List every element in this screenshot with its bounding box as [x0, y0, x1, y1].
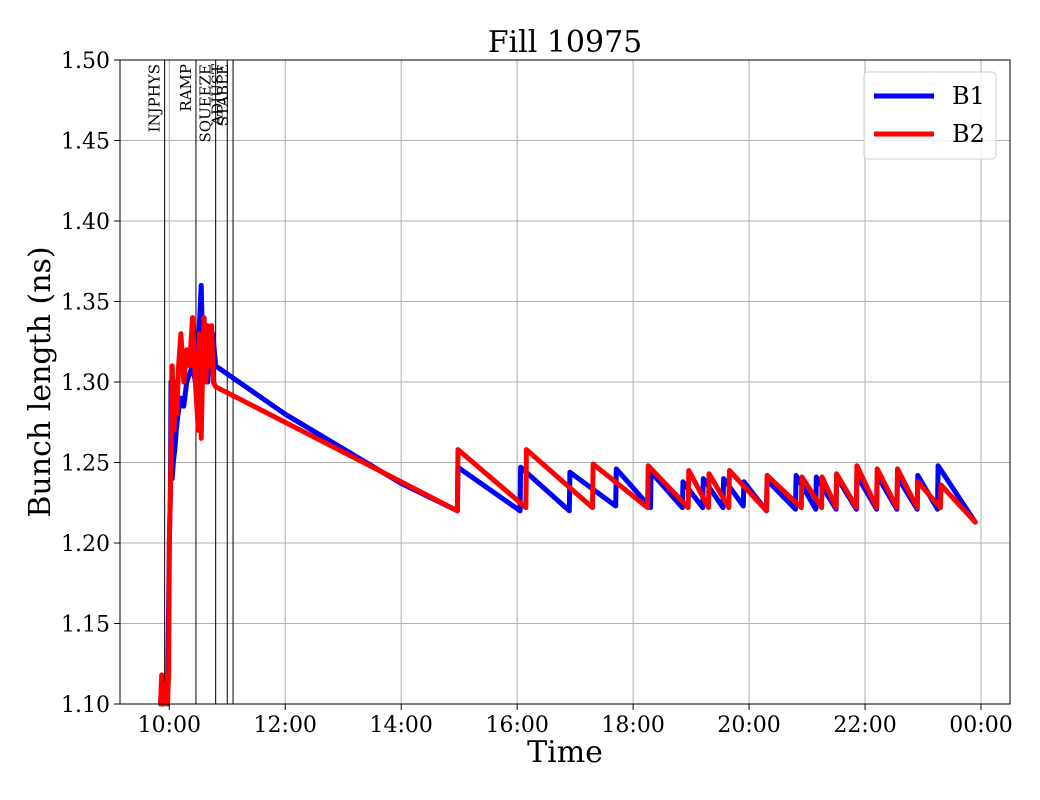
x-tick-label: 16:00	[485, 713, 548, 738]
series-line-b1	[158, 282, 978, 707]
y-tick-label: 1.10	[61, 693, 110, 718]
y-tick-label: 1.50	[61, 49, 110, 74]
y-tick-label: 1.30	[61, 371, 110, 396]
y-tick-label: 1.40	[61, 210, 110, 235]
y-tick-label: 1.35	[61, 291, 110, 316]
x-tick-label: 00:00	[949, 713, 1012, 738]
series-lines	[158, 282, 978, 707]
x-axis-ticks: 10:00 12:00 14:00 16:00 18:00 20:00 22:00 00:00	[138, 704, 1013, 738]
phase-label: SQUEEZE	[197, 64, 215, 143]
y-axis-ticks: 1.10 1.15 1.20 1.25 1.30 1.35 1.40 1.45 1.50	[61, 49, 120, 718]
y-tick-label: 1.20	[61, 532, 110, 557]
y-tick-label: 1.45	[61, 130, 110, 155]
x-tick-label: 22:00	[833, 713, 896, 738]
legend-label: B1	[952, 82, 985, 110]
x-tick-label: 14:00	[370, 713, 433, 738]
series-line-b2	[158, 315, 978, 707]
phase-label: INJPHYS	[146, 64, 164, 132]
y-axis-label: Bunch length (ns)	[23, 246, 58, 517]
x-tick-label: 20:00	[717, 713, 780, 738]
phase-label: RAMP	[177, 64, 195, 112]
phase-label: STABLE	[214, 64, 232, 126]
x-axis-label: Time	[527, 735, 603, 770]
legend-label: B2	[952, 120, 985, 148]
x-tick-label: 10:00	[138, 713, 201, 738]
y-tick-label: 1.25	[61, 452, 110, 477]
chart-title: Fill 10975	[488, 25, 643, 60]
y-tick-label: 1.15	[61, 613, 110, 638]
x-tick-label: 12:00	[254, 713, 317, 738]
x-tick-label: 18:00	[601, 713, 664, 738]
phase-label: ADJUST	[208, 64, 226, 127]
